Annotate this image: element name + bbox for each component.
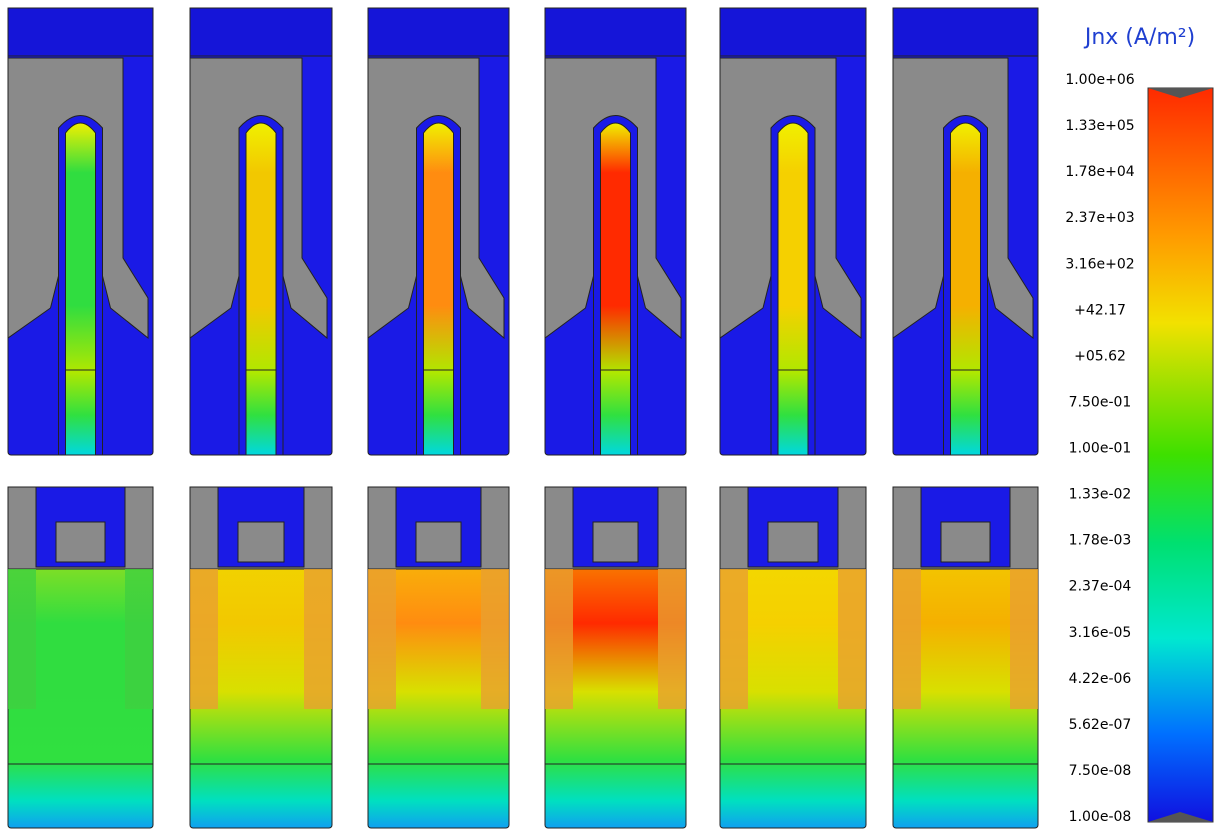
bottom-panel (189, 486, 333, 829)
bottom-panel (719, 486, 867, 829)
left-region (720, 569, 748, 709)
top-contact (892, 7, 1039, 57)
bottom-panel (892, 486, 1039, 829)
tick-label: 1.00e-01 (1069, 441, 1132, 457)
channel (245, 122, 277, 456)
tick-label: 1.33e+05 (1065, 118, 1134, 134)
channel (600, 122, 631, 456)
tick-label: +42.17 (1074, 302, 1126, 318)
top-panel (7, 7, 154, 456)
channel (423, 122, 454, 456)
tick-label: 3.16e-05 (1069, 625, 1132, 641)
colorbar (1147, 87, 1214, 823)
left-region (893, 569, 921, 709)
right-region (838, 569, 866, 709)
channel (950, 122, 981, 456)
top-panel (892, 7, 1039, 456)
top-panel (189, 7, 333, 456)
tick-label: 7.50e-01 (1069, 394, 1132, 410)
simulation-panels (7, 7, 1039, 829)
tick-label: 3.16e+02 (1065, 256, 1134, 272)
bottom-panel (367, 486, 510, 829)
colorbar-title: Jnx (A/m²) (1083, 25, 1195, 50)
tick-label: 1.78e-03 (1069, 533, 1132, 549)
top-contact (189, 7, 333, 57)
top-panel (544, 7, 687, 456)
tick-label: 2.37e+03 (1065, 210, 1134, 226)
tick-label: +05.62 (1074, 348, 1126, 364)
gate-core (237, 521, 285, 563)
gate-core (415, 521, 462, 563)
gate-core (940, 521, 991, 563)
right-region (481, 569, 509, 709)
top-panel (367, 7, 510, 456)
right-region (125, 569, 153, 709)
left-region (8, 569, 36, 709)
top-panel (719, 7, 867, 456)
tick-label: 1.00e+06 (1065, 72, 1134, 88)
right-region (1010, 569, 1038, 709)
top-contact (367, 7, 510, 57)
top-contact (7, 7, 154, 57)
tick-label: 2.37e-04 (1069, 579, 1132, 595)
bottom-panel (7, 486, 154, 829)
left-region (545, 569, 573, 709)
right-region (304, 569, 332, 709)
channel (65, 122, 96, 456)
gate-core (767, 521, 819, 563)
gate-core (592, 521, 639, 563)
tick-label: 7.50e-08 (1069, 763, 1132, 779)
tick-label: 1.33e-02 (1069, 487, 1132, 503)
tick-label: 1.78e+04 (1065, 164, 1134, 180)
tick-label: 5.62e-07 (1069, 717, 1132, 733)
top-contact (544, 7, 687, 57)
top-contact (719, 7, 867, 57)
left-region (368, 569, 396, 709)
bottom-panel (544, 486, 687, 829)
tick-label: 4.22e-06 (1069, 671, 1132, 687)
colorbar-ticks: 1.00e+06 1.33e+05 1.78e+04 2.37e+03 3.16e+02… (1065, 72, 1134, 825)
gate-core (55, 521, 106, 563)
tick-label: 1.00e-08 (1069, 809, 1132, 825)
channel (777, 122, 809, 456)
right-region (658, 569, 686, 709)
left-region (190, 569, 218, 709)
